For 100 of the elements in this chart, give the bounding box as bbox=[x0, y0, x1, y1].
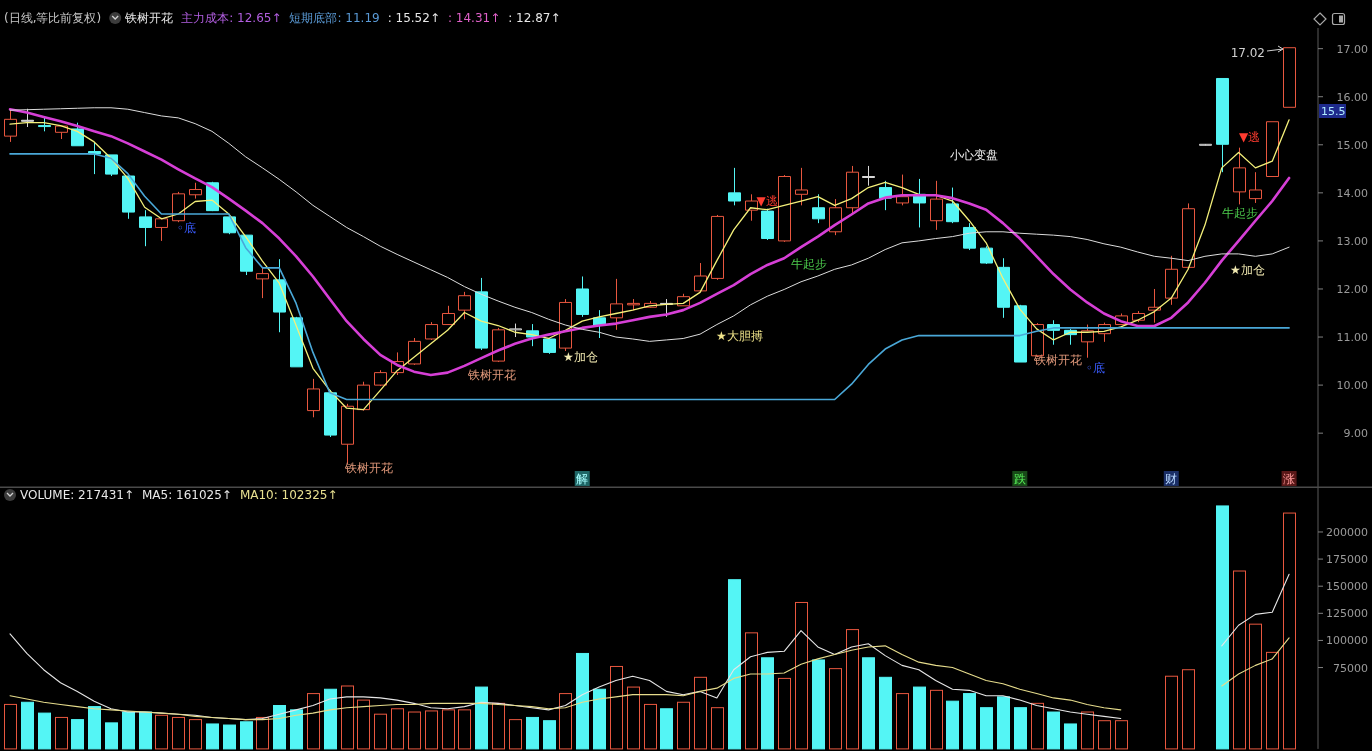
bar bbox=[559, 693, 572, 750]
y-tick-label: 100000 bbox=[1326, 634, 1368, 648]
annotation: ▼逃 bbox=[756, 194, 778, 208]
text: : 14.31↑ bbox=[447, 11, 501, 25]
bar bbox=[896, 693, 909, 750]
candlestick bbox=[627, 298, 640, 311]
bar bbox=[694, 676, 707, 750]
bar bbox=[357, 699, 370, 750]
text: 短期底部: 11.19 bbox=[289, 11, 380, 25]
bar bbox=[963, 693, 976, 750]
bar bbox=[391, 708, 404, 750]
y-tick-label: 16.00 bbox=[1336, 90, 1368, 104]
candlestick bbox=[88, 141, 101, 175]
bar bbox=[240, 721, 253, 750]
annotation: 铁树开花 bbox=[467, 368, 516, 382]
bar bbox=[105, 722, 118, 750]
candlestick bbox=[963, 222, 976, 251]
bar bbox=[1081, 711, 1094, 750]
candlestick bbox=[458, 291, 471, 320]
annotation: 牛起步 bbox=[791, 257, 827, 271]
annotation: 跌 bbox=[1013, 472, 1026, 486]
candlestick bbox=[930, 180, 943, 231]
annotation: 解 bbox=[576, 472, 589, 486]
candlestick bbox=[408, 337, 421, 366]
candlestick bbox=[846, 165, 859, 215]
bar bbox=[290, 709, 303, 750]
text: : 12.87↑ bbox=[508, 11, 561, 25]
candlestick bbox=[1199, 143, 1212, 146]
bar bbox=[576, 652, 589, 750]
annotation: 财 bbox=[1165, 472, 1178, 486]
candlestick bbox=[155, 217, 168, 242]
line-series bbox=[9, 119, 1290, 411]
candlestick bbox=[610, 278, 623, 331]
bar bbox=[341, 685, 354, 750]
bar bbox=[475, 686, 488, 750]
bar bbox=[324, 688, 337, 750]
bar bbox=[829, 668, 842, 750]
bar bbox=[458, 709, 471, 750]
candlestick bbox=[576, 275, 589, 318]
candlestick bbox=[38, 117, 51, 132]
candlestick bbox=[778, 174, 791, 243]
candlestick bbox=[139, 209, 152, 247]
bar bbox=[980, 707, 993, 750]
candlestick bbox=[307, 378, 320, 418]
candlestick bbox=[4, 108, 17, 143]
bar bbox=[930, 689, 943, 750]
y-tick-label: 11.00 bbox=[1336, 331, 1368, 345]
bar bbox=[408, 711, 421, 750]
annotation: 牛起步 bbox=[1222, 206, 1258, 220]
annotation: 铁树开花 bbox=[1033, 353, 1082, 367]
bar bbox=[122, 711, 135, 750]
candlestick bbox=[543, 337, 556, 355]
bar bbox=[256, 716, 269, 750]
bar bbox=[1249, 623, 1262, 750]
bar bbox=[509, 719, 522, 750]
annotation: ◦底 bbox=[1086, 361, 1106, 375]
annotation: ★加仓 bbox=[563, 350, 598, 364]
y-tick-label: 9.00 bbox=[1343, 427, 1368, 441]
candlestick bbox=[357, 381, 370, 412]
y-tick-label: 200000 bbox=[1326, 525, 1368, 539]
bar bbox=[21, 701, 34, 750]
bar bbox=[1115, 720, 1128, 750]
bar bbox=[172, 716, 185, 750]
candlestick bbox=[475, 277, 488, 351]
candlestick bbox=[273, 258, 286, 333]
text: : 15.52↑ bbox=[387, 11, 440, 25]
bar bbox=[862, 657, 875, 750]
bar bbox=[189, 719, 202, 750]
bar bbox=[711, 707, 724, 750]
chart-title: (日线,等比前复权) bbox=[4, 11, 102, 25]
bar bbox=[745, 632, 758, 750]
candlestick bbox=[761, 208, 774, 241]
candlestick bbox=[1182, 202, 1195, 270]
annotation: 涨 bbox=[1283, 472, 1296, 486]
bar bbox=[1047, 711, 1060, 750]
y-tick-label: 175000 bbox=[1326, 553, 1368, 567]
bar bbox=[307, 693, 320, 750]
bar bbox=[38, 712, 51, 750]
bar bbox=[206, 723, 219, 750]
annotation: 小心变盘 bbox=[950, 148, 998, 162]
y-tick-label: 13.00 bbox=[1336, 234, 1368, 248]
bar bbox=[4, 703, 17, 750]
bar bbox=[1283, 512, 1296, 750]
bar bbox=[223, 724, 236, 750]
bar bbox=[795, 601, 808, 750]
candlestick bbox=[1014, 304, 1027, 363]
bar bbox=[1165, 675, 1178, 750]
bar bbox=[1266, 651, 1279, 750]
bar bbox=[946, 700, 959, 750]
annotation: VOLUME: 217431↑ bbox=[20, 488, 134, 502]
bar bbox=[1216, 505, 1229, 750]
candlestick bbox=[812, 193, 825, 224]
bar bbox=[644, 703, 657, 750]
bar bbox=[593, 688, 606, 750]
bar bbox=[728, 579, 741, 750]
bar bbox=[677, 701, 690, 750]
bar bbox=[1182, 669, 1195, 750]
annotation: ◦底 bbox=[177, 221, 197, 235]
bar bbox=[492, 702, 505, 750]
candlestick bbox=[1233, 147, 1246, 205]
